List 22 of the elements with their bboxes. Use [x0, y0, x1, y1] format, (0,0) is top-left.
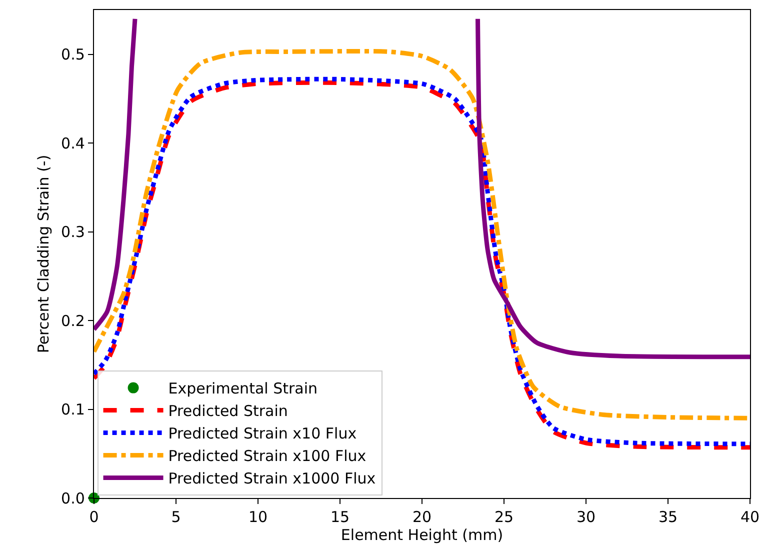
legend-label: Predicted Strain [168, 402, 288, 420]
x-tick-label: 25 [494, 508, 514, 526]
y-axis-title: Percent Cladding Strain (-) [34, 154, 52, 354]
x-tick-label: 5 [171, 508, 181, 526]
legend-label: Predicted Strain x100 Flux [168, 447, 366, 466]
legend-label: Predicted Strain x10 Flux [168, 424, 357, 443]
x-tick-label: 30 [576, 508, 596, 526]
y-tick-label: 0.3 [61, 223, 85, 242]
legend-label: Experimental Strain [168, 380, 318, 398]
x-tick-label: 40 [740, 508, 760, 526]
x-tick-label: 15 [330, 508, 350, 526]
y-tick-label: 0.1 [61, 400, 85, 419]
y-tick-label: 0.2 [61, 312, 85, 330]
y-tick-label: 0.4 [61, 134, 85, 152]
legend-label: Predicted Strain x1000 Flux [168, 470, 376, 488]
y-tick-label: 0.5 [61, 46, 85, 64]
x-tick-label: 20 [412, 508, 432, 526]
y-tick-label: 0.0 [61, 489, 85, 508]
x-tick-label: 10 [248, 508, 268, 526]
x-tick-label: 35 [658, 508, 678, 526]
x-tick-label: 0 [89, 508, 99, 526]
x-axis-title: Element Height (mm) [340, 526, 504, 544]
